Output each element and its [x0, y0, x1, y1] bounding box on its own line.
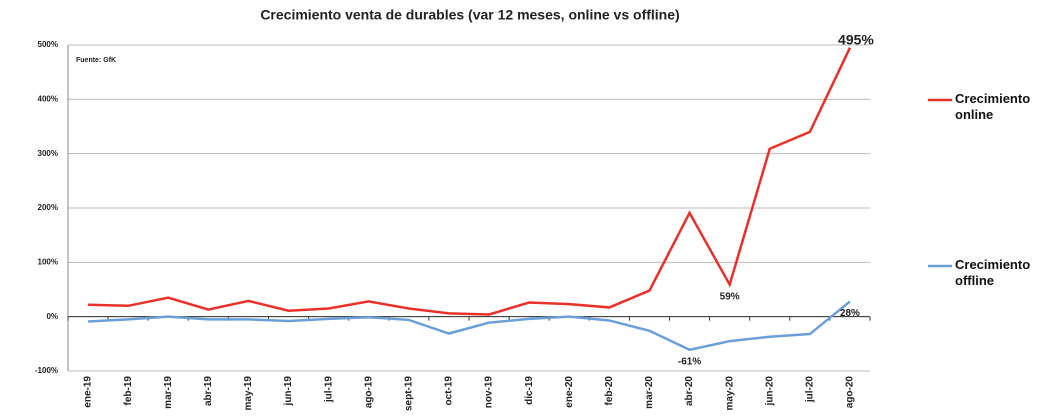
- data-label: 59%: [720, 291, 740, 302]
- x-tick-label: feb-19: [123, 376, 134, 406]
- x-tick-label: abr-20: [684, 376, 695, 406]
- data-label: -61%: [678, 356, 701, 367]
- x-tick-label: mar-20: [644, 376, 655, 409]
- legend-label: Crecimiento online: [955, 91, 1031, 122]
- source-note: Fuente: GfK: [76, 57, 116, 64]
- x-tick-label: jun-20: [764, 376, 775, 407]
- x-tick-label: abr-19: [203, 376, 214, 406]
- y-tick-label: -100%: [35, 366, 58, 375]
- x-tick-label: jun-19: [283, 376, 294, 407]
- y-tick-label: 300%: [38, 149, 58, 158]
- chart-title: Crecimiento venta de durables (var 12 me…: [260, 7, 679, 23]
- x-tick-label: may-19: [243, 376, 254, 411]
- x-tick-label: dic-19: [524, 376, 535, 405]
- x-tick-label: feb-20: [604, 376, 615, 406]
- series-line: [87, 300, 851, 352]
- x-tick-label: jul-20: [804, 376, 815, 404]
- y-tick-label: 0%: [46, 312, 58, 321]
- y-tick-label: 100%: [38, 257, 58, 266]
- y-tick-label: 200%: [38, 203, 58, 212]
- x-tick-label: ene-20: [564, 376, 575, 408]
- x-tick-label: ago-20: [845, 376, 856, 409]
- x-tick-label: mar-19: [163, 376, 174, 409]
- data-label: 495%: [838, 31, 874, 47]
- x-tick-label: ago-19: [363, 376, 374, 409]
- x-tick-label: oct-19: [444, 376, 455, 406]
- y-tick-label: 400%: [38, 94, 58, 103]
- x-tick-label: ene-19: [83, 376, 94, 408]
- y-tick-label: 500%: [38, 40, 58, 49]
- x-tick-label: sept-19: [403, 376, 414, 411]
- legend-label: Crecimiento offline: [955, 257, 1031, 288]
- x-tick-label: jul-19: [323, 376, 334, 404]
- x-tick-label: may-20: [724, 376, 735, 411]
- x-tick-label: nov-19: [484, 376, 495, 409]
- data-label: 28%: [840, 308, 860, 319]
- series-line: [88, 47, 852, 316]
